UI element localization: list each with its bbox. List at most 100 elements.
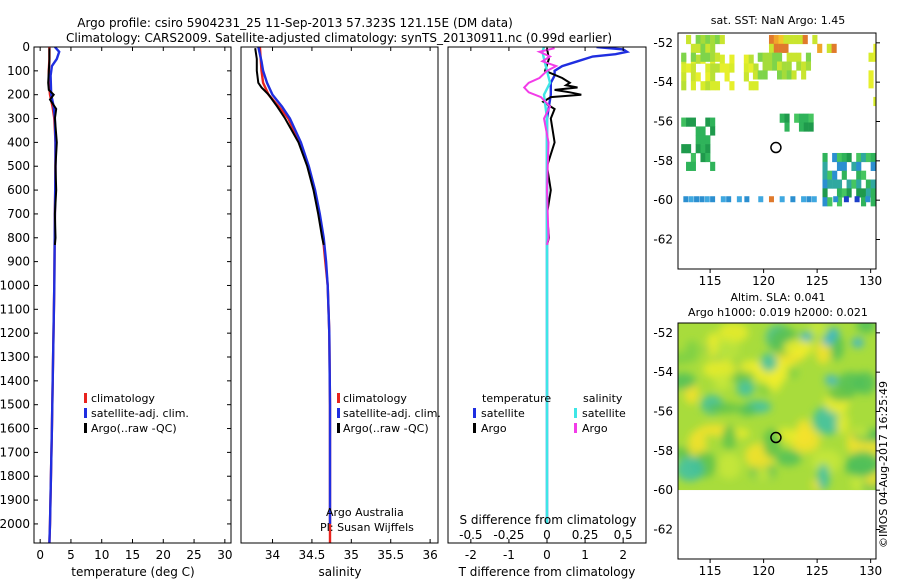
x-tick-label: 25 bbox=[186, 548, 201, 562]
sst-cell bbox=[695, 34, 701, 45]
sst-cell bbox=[690, 63, 696, 73]
sst-cell bbox=[794, 113, 800, 123]
sst-cell bbox=[705, 63, 711, 73]
sst-cell bbox=[827, 197, 833, 207]
sst-cell bbox=[710, 52, 716, 62]
sst-cell bbox=[686, 117, 692, 127]
sla-field-anomalies bbox=[678, 323, 876, 492]
sst-cell bbox=[705, 152, 711, 163]
x-tick-label-salinity: 0.5 bbox=[614, 528, 633, 542]
y-tick-label: 1900 bbox=[0, 493, 30, 507]
sst-map-panel: sat. SST: NaN Argo: 1.45 -52 -54 -56 -58 -60… bbox=[653, 14, 882, 288]
sst-cell bbox=[806, 196, 812, 203]
annotation-pi: PI: Susan Wijffels bbox=[320, 521, 414, 534]
legend-swatch-climatology bbox=[337, 393, 340, 403]
sla-anomaly bbox=[827, 386, 855, 402]
sst-cell bbox=[777, 61, 783, 71]
sst-cell bbox=[695, 43, 701, 53]
sla-anomaly bbox=[678, 372, 696, 390]
sla-map-axes-box bbox=[677, 322, 877, 560]
sst-cell bbox=[710, 117, 716, 127]
sst-cell bbox=[681, 52, 687, 62]
sst-cell bbox=[726, 196, 732, 203]
salinity-legend: climatology satellite-adj. clim. Argo(..… bbox=[337, 392, 441, 435]
legend-swatch-satellite bbox=[84, 408, 87, 418]
sst-cell bbox=[729, 81, 735, 91]
sla-no-data bbox=[678, 490, 876, 559]
sst-cell bbox=[827, 170, 833, 180]
sst-cell bbox=[705, 81, 711, 91]
sla-anomaly bbox=[678, 457, 705, 482]
sst-cell bbox=[704, 196, 710, 203]
legend-swatch-argo bbox=[337, 423, 340, 433]
lat-tick-label: -52 bbox=[653, 326, 673, 340]
sst-cell bbox=[865, 196, 871, 203]
sst-cell bbox=[841, 161, 847, 171]
x-tick-label-salinity: 0 bbox=[543, 528, 551, 542]
sst-cell bbox=[783, 43, 789, 53]
sst-cell bbox=[831, 43, 837, 53]
title-line-2: Climatology: CARS2009. Satellite-adjuste… bbox=[66, 31, 612, 45]
series-line-climatology bbox=[258, 47, 332, 543]
sst-cell bbox=[683, 196, 689, 203]
sst-cell bbox=[836, 197, 843, 207]
sla-anomaly bbox=[851, 473, 864, 492]
x-tick-label: 0 bbox=[36, 548, 44, 562]
sla-anomaly-high bbox=[800, 331, 813, 342]
sst-cell bbox=[720, 196, 726, 203]
sst-cell bbox=[778, 34, 784, 45]
argo-position-marker bbox=[770, 431, 782, 444]
sst-cell bbox=[686, 63, 692, 73]
sst-cell bbox=[798, 122, 805, 132]
salinity-panel: 34 34.5 35 35.5 36 salinity climatology sate… bbox=[240, 46, 441, 579]
sst-cell bbox=[790, 196, 796, 203]
sst-cell bbox=[710, 43, 716, 53]
sst-cell bbox=[836, 161, 843, 171]
sla-anomaly bbox=[854, 427, 869, 438]
sst-cell bbox=[784, 122, 790, 132]
lon-tick-label: 115 bbox=[699, 564, 722, 578]
sst-cell bbox=[695, 135, 701, 145]
difference-legend: temperature salinity satellite Argo sate… bbox=[473, 392, 626, 435]
sst-cell bbox=[753, 63, 759, 73]
sst-cell bbox=[710, 34, 716, 45]
sst-cell bbox=[700, 52, 706, 62]
sst-cell bbox=[762, 70, 768, 80]
sst-cell bbox=[753, 81, 759, 91]
sst-cell bbox=[846, 152, 852, 163]
sst-cell bbox=[705, 72, 711, 82]
x-tick-label: 30 bbox=[217, 548, 232, 562]
sst-cell bbox=[833, 196, 839, 203]
sst-cell bbox=[817, 43, 823, 53]
sst-cell bbox=[719, 34, 725, 45]
sst-cell bbox=[714, 63, 721, 73]
temperature-panel: 0100200300400500600700800900100011001200… bbox=[0, 40, 232, 579]
legend-swatch-satellite bbox=[337, 408, 340, 418]
argo-position-marker bbox=[770, 141, 782, 154]
difference-panel: -2 -1 0 1 2 -0.5 -0.25 0 0.25 0.5 S difference f… bbox=[447, 46, 647, 579]
title-line-1: Argo profile: csiro 5904231_25 11-Sep-20… bbox=[77, 16, 513, 30]
sst-cell bbox=[865, 152, 871, 163]
lat-tick-label: -58 bbox=[653, 444, 673, 458]
legend-label-t-argo: Argo bbox=[481, 422, 507, 435]
legend-label-argo: Argo(..raw -QC) bbox=[91, 422, 177, 435]
lon-tick-label: 125 bbox=[806, 274, 829, 288]
y-tick-label: 400 bbox=[7, 135, 30, 149]
sla-anomaly bbox=[715, 337, 740, 361]
sla-anomaly-high bbox=[827, 327, 840, 338]
y-tick-label: 2000 bbox=[0, 517, 30, 531]
x-tick-label: 36 bbox=[422, 548, 437, 562]
sst-cell bbox=[686, 34, 692, 45]
x-tick-label: 15 bbox=[125, 548, 140, 562]
legend-swatch-climatology bbox=[84, 393, 87, 403]
series-line-salinity-satellite bbox=[541, 47, 552, 524]
sst-cell bbox=[710, 161, 716, 171]
sst-cell bbox=[695, 72, 701, 82]
temperature-axes-box bbox=[33, 46, 232, 544]
sst-map-title: sat. SST: NaN Argo: 1.45 bbox=[711, 14, 845, 27]
x-tick-label: 34 bbox=[265, 548, 280, 562]
sst-cell bbox=[690, 117, 696, 127]
y-tick-label: 1800 bbox=[0, 469, 30, 483]
sst-cell bbox=[772, 52, 778, 62]
sla-map-panel: Altim. SLA: 0.041 Argo h1000: 0.019 h200… bbox=[653, 291, 882, 578]
